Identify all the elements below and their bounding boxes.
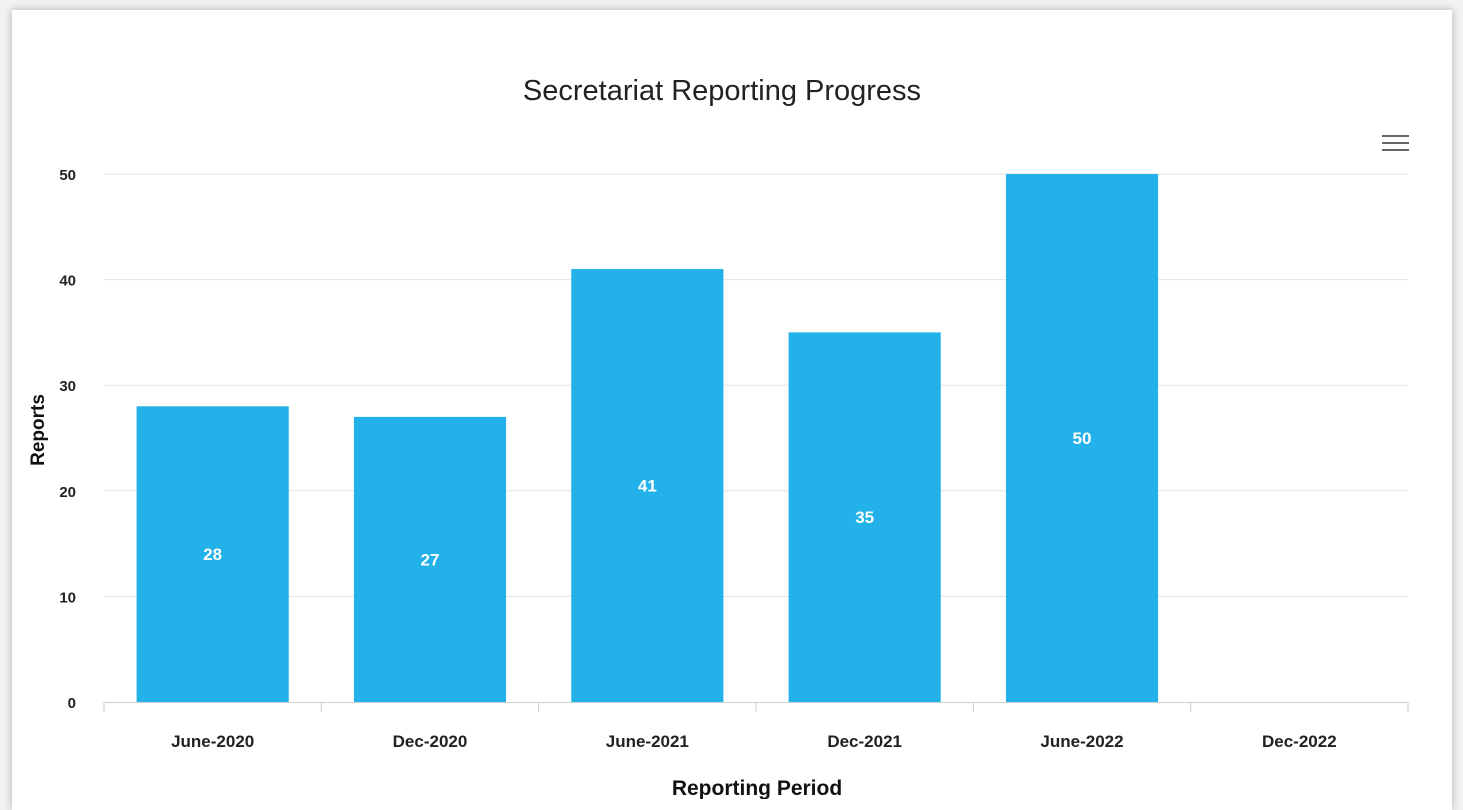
hamburger-menu-icon[interactable] [1382,135,1410,155]
data-label: 50 [1073,429,1092,448]
y-tick-label: 20 [59,484,76,501]
data-label: 35 [855,508,874,527]
y-tick-label: 10 [59,589,76,606]
x-tick-label: Dec-2022 [1262,732,1337,751]
y-tick-label: 0 [68,695,76,712]
y-tick-label: 40 [59,273,76,290]
x-axis-title: Reporting Period [672,777,842,799]
bar[interactable] [571,269,724,702]
data-label: 27 [421,550,440,569]
x-tick-label: June-2021 [606,732,689,751]
bar[interactable] [788,332,941,702]
y-tick-label: 50 [59,167,76,184]
x-tick-label: Dec-2021 [827,732,902,751]
data-label: 28 [203,545,222,564]
bar[interactable] [136,406,289,702]
data-label: 41 [638,477,657,496]
bar[interactable] [1005,174,1159,702]
y-tick-label: 30 [59,378,76,395]
bar[interactable] [353,416,507,702]
x-tick-label: Dec-2020 [393,732,468,751]
x-tick-label: June-2020 [171,732,254,751]
y-axis-title: Reports [28,394,49,466]
x-tick-label: June-2022 [1040,732,1123,751]
chart-title: Secretariat Reporting Progress [523,75,921,107]
